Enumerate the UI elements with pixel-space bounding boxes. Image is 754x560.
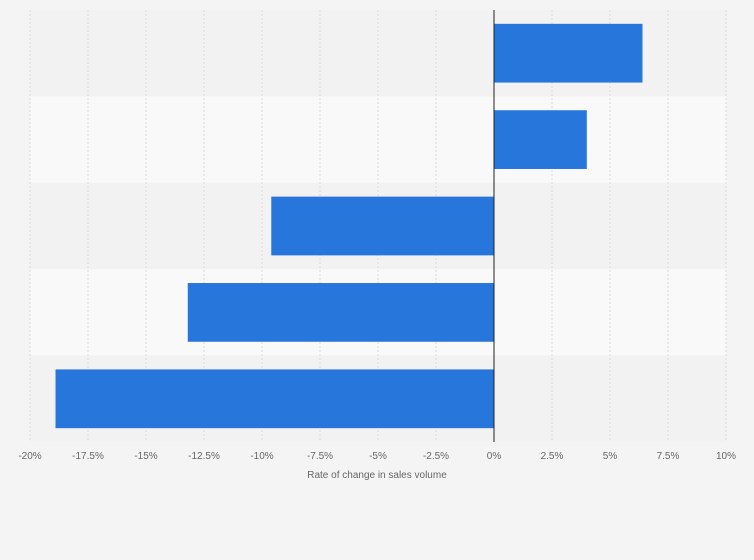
bar[interactable] — [494, 23, 643, 83]
x-tick-label: 7.5% — [657, 451, 680, 462]
x-tick-label: -10% — [250, 451, 273, 462]
bars — [55, 23, 643, 429]
x-axis-label: Rate of change in sales volume — [307, 470, 447, 481]
x-tick-label: -20% — [18, 451, 41, 462]
x-tick-label: -12.5% — [188, 451, 220, 462]
bar[interactable] — [271, 196, 494, 256]
x-tick-labels: -20% -17.5% -15% -12.5% -10% -7.5% -5% -2.5% 0% 2… — [18, 451, 736, 462]
x-tick-label: -7.5% — [307, 451, 333, 462]
x-tick-label: -5% — [369, 451, 387, 462]
x-tick-label: 5% — [603, 451, 618, 462]
x-tick-label: 10% — [716, 451, 736, 462]
x-tick-label: -2.5% — [423, 451, 449, 462]
x-tick-label: -15% — [134, 451, 157, 462]
x-tick-label: 2.5% — [541, 451, 564, 462]
bar[interactable] — [494, 110, 587, 169]
x-tick-label: -17.5% — [72, 451, 104, 462]
bar[interactable] — [187, 283, 494, 342]
bar[interactable] — [55, 369, 495, 429]
x-tick-label: 0% — [487, 451, 502, 462]
